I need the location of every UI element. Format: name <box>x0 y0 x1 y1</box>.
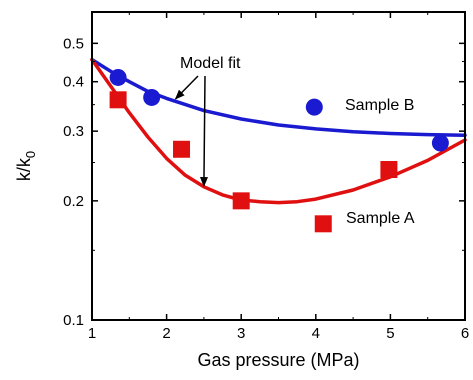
sample-a-point <box>232 192 250 210</box>
sample-b-point <box>143 88 161 106</box>
x-tick-label: 1 <box>88 325 96 342</box>
y-axis-title-main: k/k <box>14 157 34 181</box>
model-fit-label: Model fit <box>180 55 241 72</box>
sample-a-point <box>380 161 398 179</box>
y-tick-label: 0.5 <box>63 35 84 52</box>
sample-b-point <box>431 134 449 152</box>
model-fit-arrow <box>174 75 199 100</box>
y-axis-title: k/k0 <box>14 151 38 181</box>
sample-a-point <box>109 91 127 109</box>
x-tick-label: 5 <box>386 325 394 342</box>
annotation: Model fit <box>174 55 241 188</box>
y-tick-label: 0.3 <box>63 123 84 140</box>
x-tick-label: 2 <box>162 325 170 342</box>
sample-a-point <box>173 140 191 158</box>
x-tick-label: 3 <box>237 325 245 342</box>
axes: 1 2 3 4 5 6 0.1 0.2 0.3 0.4 0.5 <box>63 12 469 342</box>
fit-curve-sample-b <box>90 57 467 137</box>
sample-b-point <box>305 98 323 116</box>
model-fit-arrow <box>199 75 208 188</box>
plot-frame <box>91 11 466 321</box>
y-tick-label: 0.1 <box>63 312 84 329</box>
sample-b-point <box>109 68 127 86</box>
x-tick-label: 6 <box>461 325 469 342</box>
y-axis-title-subscript: 0 <box>23 151 38 158</box>
series-label-sample-b: Sample B <box>345 97 414 114</box>
series-label-sample-a: Sample A <box>346 210 415 227</box>
y-tick-label: 0.2 <box>63 193 84 210</box>
fit-curve-sample-a <box>90 57 467 205</box>
data-points: Sample B Sample A <box>109 68 449 233</box>
sample-a-point <box>314 215 332 233</box>
y-tick-label: 0.4 <box>63 74 84 91</box>
x-axis-title: Gas pressure (MPa) <box>197 350 359 370</box>
fit-curves <box>90 57 467 205</box>
x-tick-label: 4 <box>312 325 320 342</box>
